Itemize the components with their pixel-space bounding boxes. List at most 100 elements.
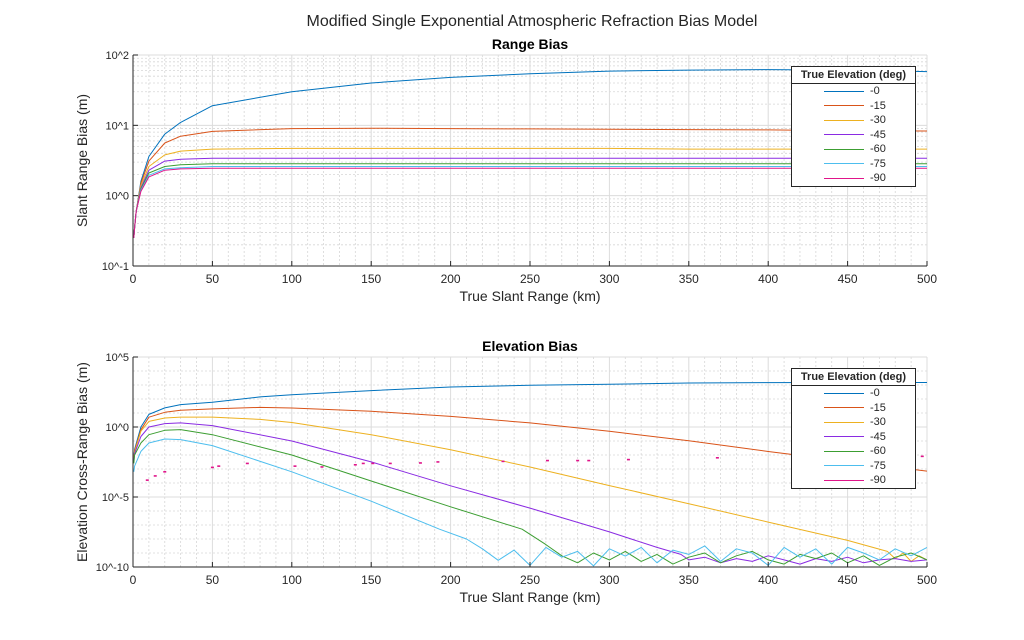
x-tick-label: 0 (130, 272, 137, 286)
legend-item[interactable]: -90 (792, 171, 915, 186)
legend-swatch (824, 148, 864, 150)
legend-item[interactable]: -75 (792, 459, 915, 474)
legend-label: -30 (870, 114, 886, 127)
y-axis-label: Slant Range Bias (m) (74, 94, 90, 227)
legend-label: -60 (870, 143, 886, 156)
x-tick-label: 400 (758, 573, 778, 587)
legend-label: -0 (870, 387, 880, 400)
series--90-point (626, 458, 630, 461)
x-tick-label: 350 (679, 272, 699, 286)
series--90-point (293, 465, 297, 467)
series--90-point (436, 461, 440, 463)
x-tick-label: 350 (679, 573, 699, 587)
legend-item[interactable]: -15 (792, 401, 915, 416)
x-tick-label: 450 (838, 573, 858, 587)
series--90-point (245, 462, 249, 465)
legend-label: -30 (870, 416, 886, 429)
legend-item[interactable]: -45 (792, 128, 915, 143)
series--90-point (715, 457, 719, 459)
legend-label: -0 (870, 85, 880, 98)
x-tick-label: 500 (917, 573, 937, 587)
x-tick-label: 450 (838, 272, 858, 286)
series-line--75 (133, 438, 927, 567)
x-axis-label: True Slant Range (km) (459, 288, 600, 304)
legend-label: -60 (870, 445, 886, 458)
x-tick-label: 100 (282, 272, 302, 286)
series--90-point (501, 460, 505, 463)
legend-swatch (824, 450, 864, 452)
legend-swatch (824, 177, 864, 179)
legend-label: -15 (870, 401, 886, 414)
series-line--15 (133, 406, 927, 472)
x-tick-label: 50 (206, 272, 220, 286)
series--90-point (153, 475, 157, 477)
range-bias-legend[interactable]: True Elevation (deg) -0 -15 -30 -45 -60 -75 -9… (791, 66, 916, 187)
x-tick-label: 300 (599, 573, 619, 587)
axes-title: Range Bias (492, 36, 568, 52)
legend-label: -45 (870, 430, 886, 443)
legend-swatch (824, 407, 864, 409)
legend-item[interactable]: -0 (792, 386, 915, 401)
series--90-point (210, 466, 214, 469)
x-tick-label: 500 (917, 272, 937, 286)
y-tick-label: 10^5 (105, 352, 129, 364)
series--90-point (320, 466, 324, 468)
legend-item[interactable]: -45 (792, 430, 915, 445)
series--90-point (545, 459, 549, 462)
legend-label: -75 (870, 459, 886, 472)
y-tick-label: 10^2 (105, 50, 129, 62)
series--90-point (920, 455, 924, 458)
x-tick-label: 400 (758, 272, 778, 286)
x-tick-label: 150 (361, 573, 381, 587)
legend-label: -90 (870, 474, 886, 487)
axes-title: Elevation Bias (482, 338, 578, 354)
y-axis-label: Elevation Cross-Range Bias (m) (74, 362, 90, 562)
series--90-point (163, 471, 167, 473)
y-tick-label: 10^0 (105, 191, 129, 203)
legend-swatch (824, 134, 864, 136)
x-tick-label: 200 (441, 272, 461, 286)
x-tick-label: 0 (130, 573, 137, 587)
legend-title: True Elevation (deg) (792, 369, 915, 386)
x-tick-label: 300 (599, 272, 619, 286)
legend-item[interactable]: -30 (792, 113, 915, 128)
legend-item[interactable]: -30 (792, 415, 915, 430)
legend-item[interactable]: -0 (792, 84, 915, 99)
series--90-point (576, 459, 580, 462)
series--90-point (361, 462, 365, 465)
legend-swatch (824, 90, 864, 92)
series--90-point (371, 462, 375, 465)
figure-title: Modified Single Exponential Atmospheric … (307, 13, 758, 30)
legend-swatch (824, 436, 864, 438)
series--90-point (418, 462, 422, 464)
y-tick-label: 10^1 (105, 120, 129, 132)
series--90-point (587, 459, 591, 462)
legend-item[interactable]: -75 (792, 157, 915, 172)
legend-swatch (824, 479, 864, 481)
series--90-point (145, 479, 149, 481)
legend-swatch (824, 163, 864, 165)
series-line--0 (133, 382, 927, 460)
legend-item[interactable]: -90 (792, 473, 915, 488)
x-tick-label: 250 (520, 272, 540, 286)
x-tick-label: 200 (441, 573, 461, 587)
y-tick-label: 10^0 (105, 422, 129, 434)
legend-swatch (824, 119, 864, 121)
x-tick-label: 50 (206, 573, 220, 587)
legend-item[interactable]: -60 (792, 142, 915, 157)
y-tick-label: 10^-1 (102, 261, 129, 273)
legend-item[interactable]: -15 (792, 99, 915, 114)
legend-swatch (824, 392, 864, 394)
elevation-bias-legend[interactable]: True Elevation (deg) -0 -15 -30 -45 -60 -75 -9… (791, 368, 916, 489)
legend-swatch (824, 465, 864, 467)
legend-item[interactable]: -60 (792, 444, 915, 459)
y-tick-label: 10^-5 (102, 492, 129, 504)
series--90-point (388, 462, 392, 465)
legend-swatch (824, 105, 864, 107)
legend-title: True Elevation (deg) (792, 67, 915, 84)
legend-swatch (824, 421, 864, 423)
series-line--45 (133, 422, 927, 565)
y-tick-label: 10^-10 (96, 562, 129, 574)
legend-label: -45 (870, 128, 886, 141)
series--90-point (217, 465, 221, 467)
